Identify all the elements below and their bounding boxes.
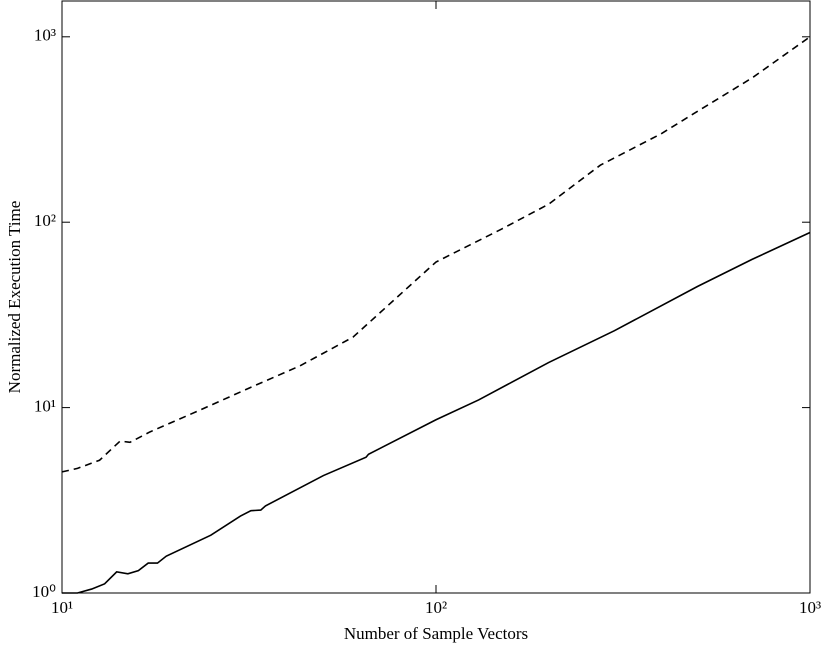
- y-tick-label: 10³: [34, 26, 56, 45]
- y-tick-label: 10¹: [34, 397, 56, 416]
- y-tick-label: 10²: [34, 211, 56, 230]
- series-line: [62, 231, 811, 594]
- series-line: [61, 36, 811, 473]
- x-tick-label: 10³: [799, 598, 821, 617]
- x-tick-label: 10²: [425, 598, 447, 617]
- x-axis-label: Number of Sample Vectors: [344, 624, 528, 643]
- y-axis-label: Normalized Execution Time: [5, 201, 24, 394]
- y-tick-label: 10⁰: [32, 582, 56, 601]
- x-tick-label: 10¹: [51, 598, 73, 617]
- plot-frame: [61, 0, 811, 594]
